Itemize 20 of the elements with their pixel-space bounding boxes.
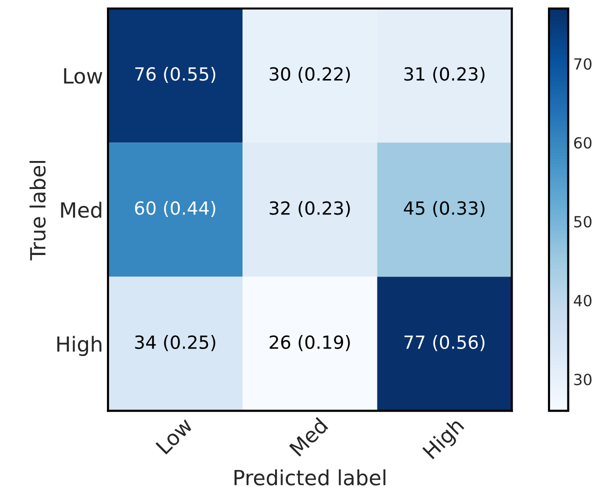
color-bar-label: 40 [574, 294, 592, 306]
y-tick-label: High [57, 336, 102, 356]
color-bar-label: 60 [574, 137, 592, 149]
data-label: 34 (0.25) [135, 335, 216, 352]
data-label: 26 (0.19) [270, 335, 350, 352]
data-label: 60 (0.44) [135, 200, 216, 218]
data-label: 76 (0.55) [135, 66, 216, 83]
data-label: 77 (0.56) [404, 335, 484, 352]
data-label: 45 (0.33) [404, 200, 484, 218]
data-label: 30 (0.22) [270, 66, 350, 83]
color-bar-label: 50 [574, 216, 592, 228]
x-axis-title: Predicted label [234, 469, 386, 486]
y-tick-label: Med [61, 202, 102, 218]
data-label: 32 (0.23) [270, 200, 350, 218]
y-tick-label: Low [64, 68, 102, 84]
x-tick-label: Low [156, 416, 194, 455]
data-label: 31 (0.23) [404, 66, 484, 83]
color-bar-label: 30 [574, 374, 592, 386]
y-axis-title: True label [30, 161, 46, 260]
color-bar-label: 70 [574, 58, 592, 70]
